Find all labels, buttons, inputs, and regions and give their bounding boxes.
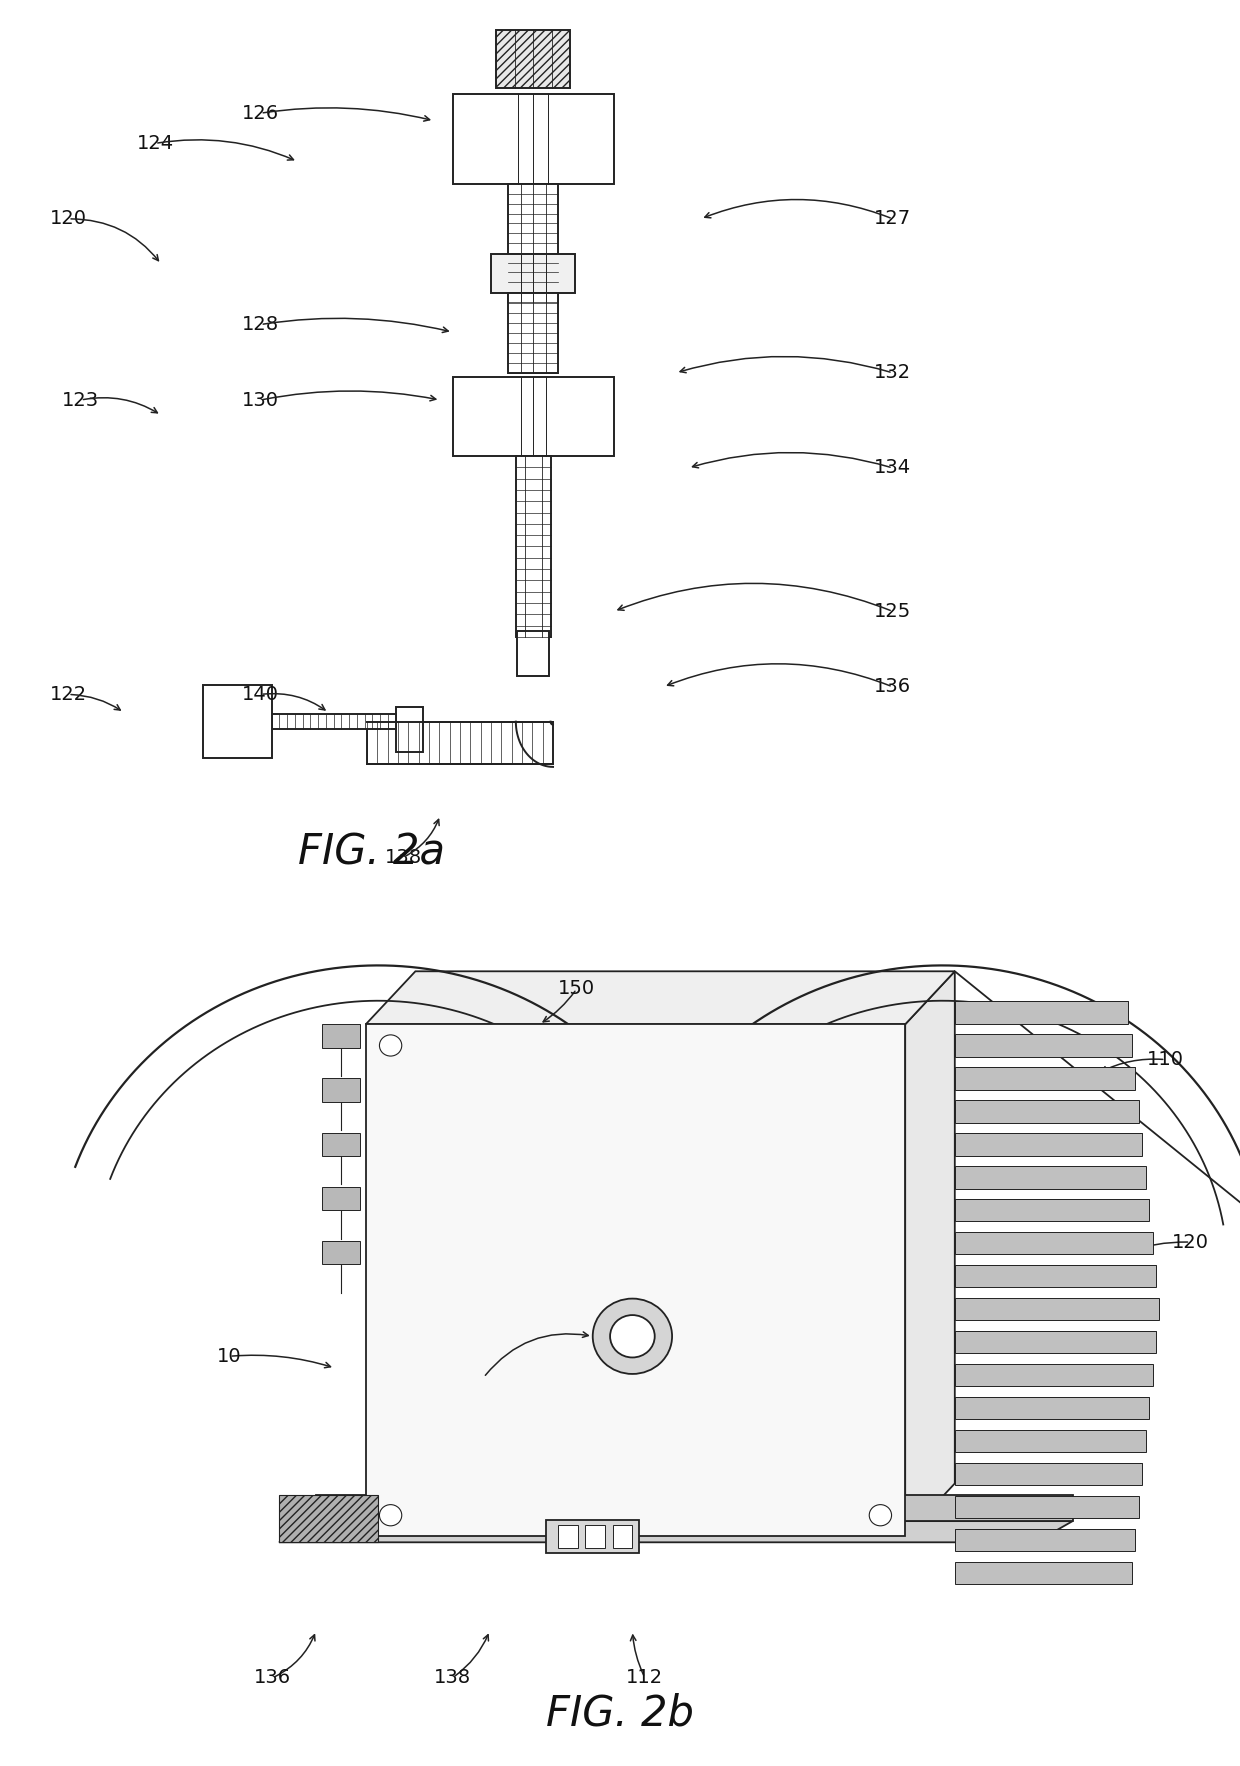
Bar [955, 1264, 1156, 1287]
Bar [322, 1132, 360, 1157]
Text: 120: 120 [50, 210, 87, 228]
Polygon shape [366, 971, 955, 1024]
Bar [955, 1100, 1138, 1123]
Bar [322, 1024, 360, 1047]
Text: 112: 112 [626, 1669, 663, 1687]
Bar [955, 1363, 1152, 1386]
Bar [279, 1496, 378, 1542]
Bar [955, 1332, 1156, 1353]
Bar [558, 1524, 578, 1549]
Bar [955, 1462, 1142, 1485]
Text: 120: 120 [1172, 1233, 1209, 1252]
Bar [516, 456, 551, 638]
Bar [517, 630, 549, 676]
Text: 124: 124 [136, 134, 174, 154]
Bar [955, 1529, 1136, 1551]
Text: 122: 122 [50, 685, 87, 705]
Polygon shape [366, 1024, 905, 1536]
Bar [322, 1187, 360, 1210]
Circle shape [379, 1505, 402, 1526]
Polygon shape [905, 971, 955, 1536]
Text: 123: 123 [62, 390, 99, 410]
Text: 140: 140 [242, 685, 279, 705]
Bar [508, 184, 558, 302]
Bar [955, 1496, 1138, 1519]
Text: 132: 132 [874, 364, 911, 383]
Bar [955, 1001, 1128, 1024]
Text: 110: 110 [1147, 1051, 1184, 1068]
Polygon shape [279, 1521, 1073, 1542]
Bar [491, 254, 575, 293]
Bar [396, 706, 423, 752]
Bar [322, 1079, 360, 1102]
Bar [955, 1561, 1132, 1584]
Bar [955, 1035, 1132, 1056]
Bar [367, 722, 553, 765]
Circle shape [869, 1505, 892, 1526]
Text: 138: 138 [434, 1669, 471, 1687]
Bar [585, 1524, 605, 1549]
Polygon shape [316, 1496, 1073, 1521]
Text: FIG. 2b: FIG. 2b [546, 1692, 694, 1734]
Text: 10: 10 [217, 1347, 242, 1365]
Bar [955, 1430, 1146, 1452]
Bar [955, 1397, 1149, 1420]
Circle shape [593, 1298, 672, 1374]
Bar [453, 378, 614, 456]
Bar [322, 1241, 360, 1264]
Bar [955, 1166, 1146, 1189]
Bar [496, 30, 570, 88]
Text: FIG. 2a: FIG. 2a [299, 832, 445, 874]
Bar [955, 1233, 1152, 1254]
Circle shape [610, 1316, 655, 1358]
Text: 150: 150 [558, 980, 595, 998]
Bar [955, 1067, 1136, 1090]
Text: 126: 126 [242, 104, 279, 122]
Bar [508, 293, 558, 373]
Bar [955, 1134, 1142, 1155]
Text: 127: 127 [874, 210, 911, 228]
Bar [272, 713, 396, 729]
Text: 136: 136 [874, 678, 911, 696]
Bar [955, 1199, 1149, 1222]
Circle shape [379, 1035, 402, 1056]
Text: 138: 138 [384, 848, 422, 867]
Text: 130: 130 [242, 390, 279, 410]
Text: 128: 128 [242, 314, 279, 334]
Bar [613, 1524, 632, 1549]
Bar [546, 1521, 639, 1552]
Text: 125: 125 [874, 602, 911, 622]
Text: 136: 136 [254, 1669, 291, 1687]
Bar [203, 685, 272, 758]
Bar [955, 1298, 1159, 1321]
Bar [453, 94, 614, 184]
Text: 134: 134 [874, 459, 911, 477]
